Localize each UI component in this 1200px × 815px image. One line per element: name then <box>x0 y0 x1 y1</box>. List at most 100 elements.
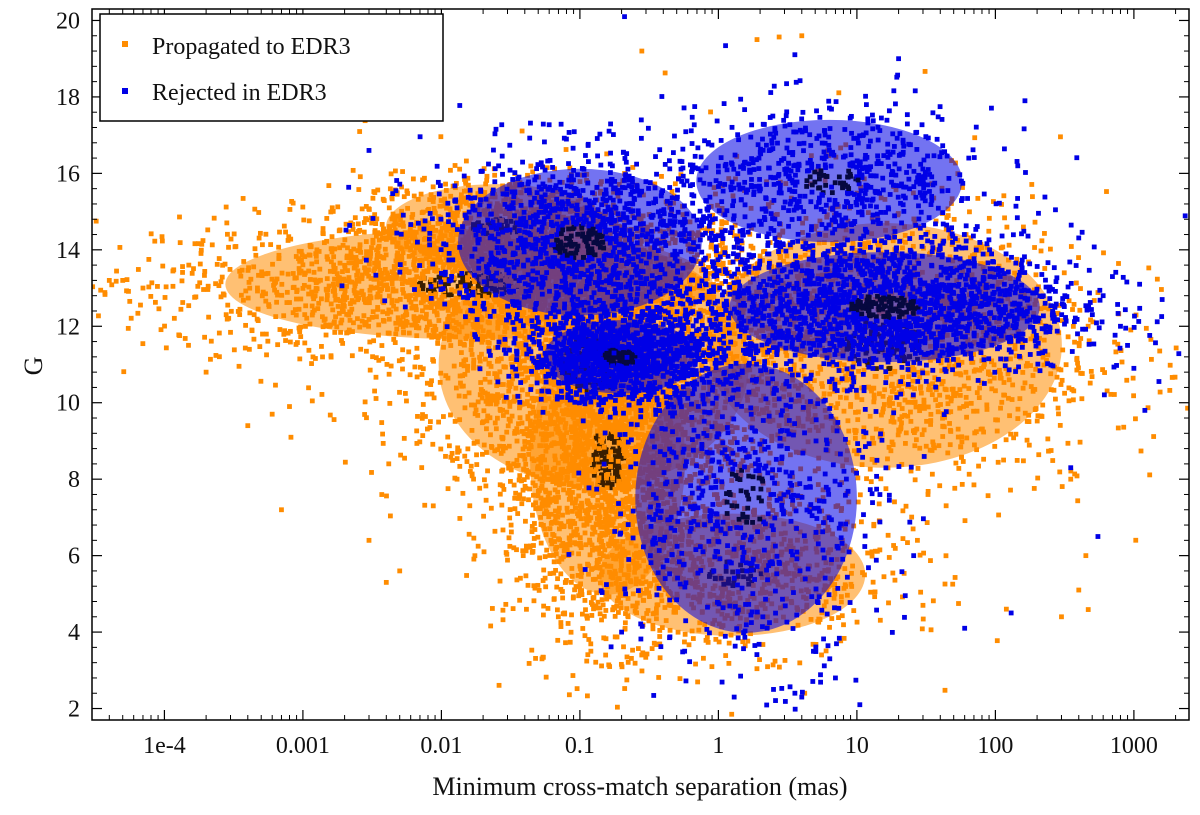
data-point <box>331 269 337 275</box>
data-point <box>338 298 343 304</box>
data-point <box>719 281 725 286</box>
data-point <box>340 309 346 314</box>
data-point <box>442 245 448 251</box>
data-point <box>524 474 530 480</box>
data-point <box>411 250 417 256</box>
data-point <box>411 223 416 229</box>
data-point <box>256 210 262 215</box>
data-point <box>264 352 269 358</box>
data-point <box>526 661 532 666</box>
data-point <box>337 260 343 266</box>
data-point <box>418 191 424 197</box>
data-point <box>545 470 551 476</box>
data-point <box>471 535 477 541</box>
data-point <box>410 212 416 217</box>
data-point <box>352 215 358 221</box>
data-point <box>524 606 529 612</box>
data-point <box>464 333 470 339</box>
data-point <box>374 216 380 222</box>
data-point <box>947 254 953 260</box>
data-point <box>270 261 275 267</box>
data-point <box>350 260 356 266</box>
data-point <box>290 200 296 206</box>
data-point <box>612 542 618 548</box>
data-point <box>354 258 360 264</box>
data-point <box>551 552 557 558</box>
data-point <box>332 276 337 282</box>
data-point <box>272 280 278 285</box>
data-point <box>598 450 604 456</box>
data-point <box>287 207 293 212</box>
data-point <box>302 312 308 318</box>
data-point <box>377 267 383 273</box>
data-point <box>563 579 569 585</box>
data-point <box>412 364 418 370</box>
data-point <box>510 376 515 382</box>
data-point <box>424 324 430 330</box>
data-point <box>552 539 557 544</box>
data-point <box>158 327 164 333</box>
data-point <box>442 200 448 205</box>
data-point <box>625 572 631 578</box>
data-point <box>493 299 499 305</box>
data-point <box>377 294 383 299</box>
data-point <box>504 551 510 557</box>
data-point <box>309 398 315 404</box>
data-point <box>611 532 616 538</box>
data-point <box>513 306 519 312</box>
data-point <box>691 273 697 279</box>
data-point <box>568 629 574 635</box>
data-point <box>582 598 588 603</box>
data-point <box>300 204 306 210</box>
data-point <box>553 551 559 557</box>
data-point <box>251 264 257 270</box>
data-point <box>625 506 631 512</box>
data-point <box>453 334 459 340</box>
data-point <box>461 188 467 194</box>
data-point <box>631 480 637 486</box>
data-point <box>582 508 588 514</box>
data-point <box>524 316 530 321</box>
data-point <box>576 477 582 482</box>
data-point <box>638 394 644 400</box>
data-point <box>583 440 589 446</box>
data-point <box>338 329 343 335</box>
data-point <box>722 344 728 350</box>
data-point <box>609 552 615 558</box>
data-point <box>401 260 407 266</box>
data-point <box>195 241 201 247</box>
data-point <box>615 448 621 454</box>
data-point <box>544 498 550 504</box>
data-point <box>287 339 293 345</box>
data-point <box>549 404 554 410</box>
data-point <box>579 592 585 598</box>
data-point <box>411 316 417 321</box>
data-point <box>719 219 725 225</box>
data-point <box>597 605 603 611</box>
data-point <box>473 308 479 314</box>
data-point <box>445 307 451 313</box>
data-point <box>323 286 329 292</box>
data-point <box>433 249 439 254</box>
data-point <box>567 452 573 458</box>
data-point <box>551 570 557 576</box>
data-point <box>514 577 520 583</box>
data-point <box>630 647 635 653</box>
data-point <box>387 275 392 280</box>
data-point <box>228 236 234 242</box>
data-point <box>433 327 439 332</box>
data-point <box>285 238 291 243</box>
data-point <box>636 456 642 461</box>
data-point <box>351 265 357 271</box>
data-point <box>600 542 606 548</box>
data-point <box>521 349 527 354</box>
data-point <box>623 452 629 458</box>
data-point <box>428 304 434 309</box>
data-point <box>367 253 373 259</box>
data-point <box>598 465 604 471</box>
data-point <box>530 404 536 410</box>
data-point <box>417 225 423 231</box>
data-point <box>265 271 271 276</box>
data-point <box>564 457 570 463</box>
data-point <box>383 252 389 258</box>
